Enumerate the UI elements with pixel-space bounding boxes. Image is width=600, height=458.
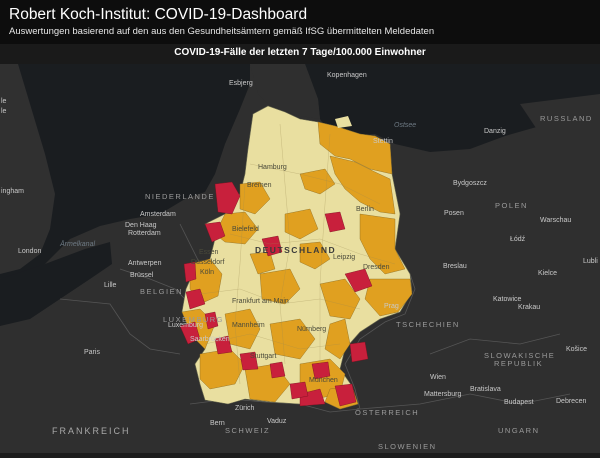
label-katowice: Katowice bbox=[493, 296, 522, 303]
label-breslau: Breslau bbox=[443, 263, 467, 270]
label-zuerich: Zürich bbox=[235, 405, 255, 412]
label-bruessel: Brüssel bbox=[130, 272, 154, 279]
label-frankreich: FRANKREICH bbox=[52, 426, 131, 436]
label-paris: Paris bbox=[84, 349, 100, 356]
label-denhaag: Den Haag bbox=[125, 222, 157, 229]
label-koeln: Köln bbox=[200, 269, 215, 276]
label-dresden: Dresden bbox=[363, 264, 390, 271]
label-danzig: Danzig bbox=[484, 128, 506, 135]
label-warschau: Warschau bbox=[540, 217, 572, 224]
label-edge-lle: le bbox=[1, 108, 7, 115]
label-posen: Posen bbox=[444, 210, 464, 217]
label-schweiz: SCHWEIZ bbox=[225, 426, 271, 435]
label-budapest: Budapest bbox=[504, 399, 534, 406]
label-bydgoszcz: Bydgoszcz bbox=[453, 180, 487, 187]
label-bern: Bern bbox=[210, 420, 225, 427]
ruegen-island bbox=[335, 116, 352, 128]
label-tschechien: TSCHECHIEN bbox=[396, 320, 460, 329]
label-frankfurt: Frankfurt am Main bbox=[232, 298, 289, 305]
label-kopenhagen: Kopenhagen bbox=[327, 72, 367, 79]
district-borders bbox=[199, 123, 396, 385]
label-republik: REPUBLIK bbox=[494, 359, 544, 368]
label-berlin: Berlin bbox=[356, 206, 374, 213]
label-muenchen: München bbox=[309, 377, 338, 384]
incidence-map[interactable]: Esbjerg Kopenhagen Ostsee RUSSLAND Danzi… bbox=[0, 64, 600, 453]
label-mattersburg: Mattersburg bbox=[424, 391, 462, 398]
incidence-high-districts bbox=[179, 181, 373, 407]
english-channel bbox=[0, 242, 112, 326]
label-edge-le: le bbox=[1, 98, 7, 105]
label-lublin: Lubli bbox=[583, 258, 598, 265]
label-edge-ingham: ingham bbox=[1, 188, 24, 195]
dashboard-subtitle: Auswertungen basierend auf den aus den G… bbox=[9, 26, 435, 37]
label-stuttgart: Stuttgart bbox=[250, 353, 277, 360]
label-ungarn: UNGARN bbox=[498, 426, 540, 435]
map-title-bar bbox=[0, 44, 600, 64]
label-debrecen: Debrecen bbox=[556, 398, 587, 405]
label-kielce: Kielce bbox=[538, 270, 558, 277]
label-krakau: Krakau bbox=[518, 304, 541, 311]
label-hamburg: Hamburg bbox=[258, 164, 287, 171]
label-luxemburg-country: LUXEMBURG bbox=[163, 315, 225, 324]
label-wien: Wien bbox=[430, 374, 446, 381]
label-slowakische: SLOWAKISCHE bbox=[484, 351, 556, 360]
denmark-land bbox=[250, 64, 320, 119]
dashboard-header: Robert Koch-Institut: COVID-19-Dashboard… bbox=[0, 0, 600, 44]
label-niederlande: NIEDERLANDE bbox=[145, 192, 215, 201]
label-bratislava: Bratislava bbox=[470, 386, 501, 393]
dashboard-title: Robert Koch-Institut: COVID-19-Dashboard bbox=[9, 6, 308, 23]
baltic-sea bbox=[305, 64, 600, 152]
label-mannheim: Mannheim bbox=[232, 322, 265, 329]
label-prag: Prag bbox=[384, 303, 399, 310]
label-esbjerg: Esbjerg bbox=[229, 80, 253, 87]
label-ostsee: Ostsee bbox=[394, 122, 417, 129]
north-sea bbox=[0, 64, 250, 279]
label-antwerpen: Antwerpen bbox=[128, 260, 162, 267]
label-nuernberg: Nürnberg bbox=[297, 326, 327, 333]
label-oesterreich: ÖSTERREICH bbox=[355, 408, 420, 417]
label-lille: Lille bbox=[104, 282, 117, 289]
label-stettin: Stettin bbox=[373, 138, 393, 145]
label-rotterdam: Rotterdam bbox=[128, 230, 161, 237]
kaliningrad-land bbox=[520, 94, 600, 134]
label-deutschland: DEUTSCHLAND bbox=[255, 245, 337, 255]
label-amsterdam: Amsterdam bbox=[140, 211, 176, 218]
label-duesseldorf: Düsseldorf bbox=[191, 259, 225, 266]
map-canvas[interactable] bbox=[0, 64, 600, 453]
label-polen: POLEN bbox=[495, 201, 528, 210]
label-luxemburg: Luxemburg bbox=[168, 322, 204, 329]
label-lodz: Łódź bbox=[510, 236, 526, 243]
label-bremen: Bremen bbox=[247, 182, 272, 189]
label-saarbruecken: Saarbrücken bbox=[190, 336, 230, 343]
label-london: London bbox=[18, 248, 42, 255]
label-slowenien: SLOWENIEN bbox=[378, 442, 437, 451]
label-leipzig: Leipzig bbox=[333, 254, 356, 261]
label-essen: Essen bbox=[199, 249, 219, 256]
label-kosice: Košice bbox=[566, 346, 588, 353]
label-vaduz: Vaduz bbox=[267, 418, 287, 425]
map-title: COVID-19-Fälle der letzten 7 Tage/100.00… bbox=[174, 47, 426, 58]
label-aermelkanal: Ärmelkanal bbox=[60, 241, 96, 248]
great-britain bbox=[0, 64, 55, 274]
label-bielefeld: Bielefeld bbox=[232, 226, 259, 233]
label-russland: RUSSLAND bbox=[540, 114, 593, 123]
label-belgien: BELGIEN bbox=[140, 287, 184, 296]
